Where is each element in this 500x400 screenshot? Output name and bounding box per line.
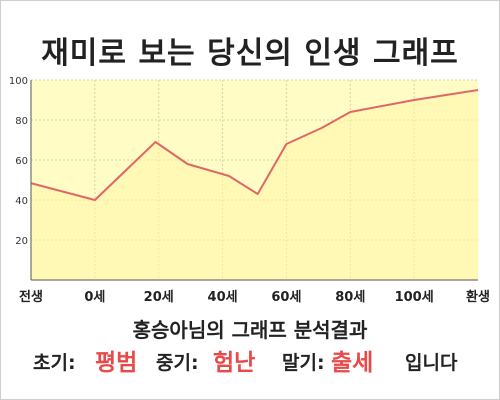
y-tick-label: 80 (15, 116, 28, 127)
y-tick-label: 60 (15, 156, 28, 167)
result-suffix: 입니다 (405, 352, 458, 374)
y-tick-label: 20 (15, 236, 28, 247)
result-summary: 초기: 평범 중기: 험난 말기: 출세 입니다 (0, 346, 500, 380)
early-label: 초기: (33, 352, 76, 374)
x-tick-label: 100세 (395, 290, 434, 305)
x-tick-label: 환생 (466, 289, 490, 305)
late-value: 출세 (331, 350, 374, 376)
chart-title: 재미로 보는 당신의 인생 그래프 (41, 36, 459, 71)
x-tick-label: 60세 (271, 290, 301, 305)
life-graph-chart: 20 40 60 80 100 전생 0세 20세 40세 60세 80세 100세 환생 (9, 76, 490, 305)
late-label: 말기: (282, 352, 325, 374)
early-value: 평범 (95, 350, 138, 376)
x-tick-label: 40세 (208, 290, 238, 305)
x-tick-label: 0세 (84, 290, 105, 305)
series-area (31, 90, 478, 280)
x-tick-label: 20세 (144, 290, 174, 305)
mid-value: 험난 (213, 350, 256, 376)
y-tick-label: 100 (9, 76, 28, 87)
x-tick-label: 80세 (335, 290, 365, 305)
series-line (31, 88, 478, 201)
result-title: 홍승아님의 그래프 분석결과 (132, 318, 368, 342)
x-tick-label: 전생 (19, 289, 43, 305)
mid-label: 중기: (156, 352, 199, 374)
y-tick-label: 40 (15, 196, 28, 207)
